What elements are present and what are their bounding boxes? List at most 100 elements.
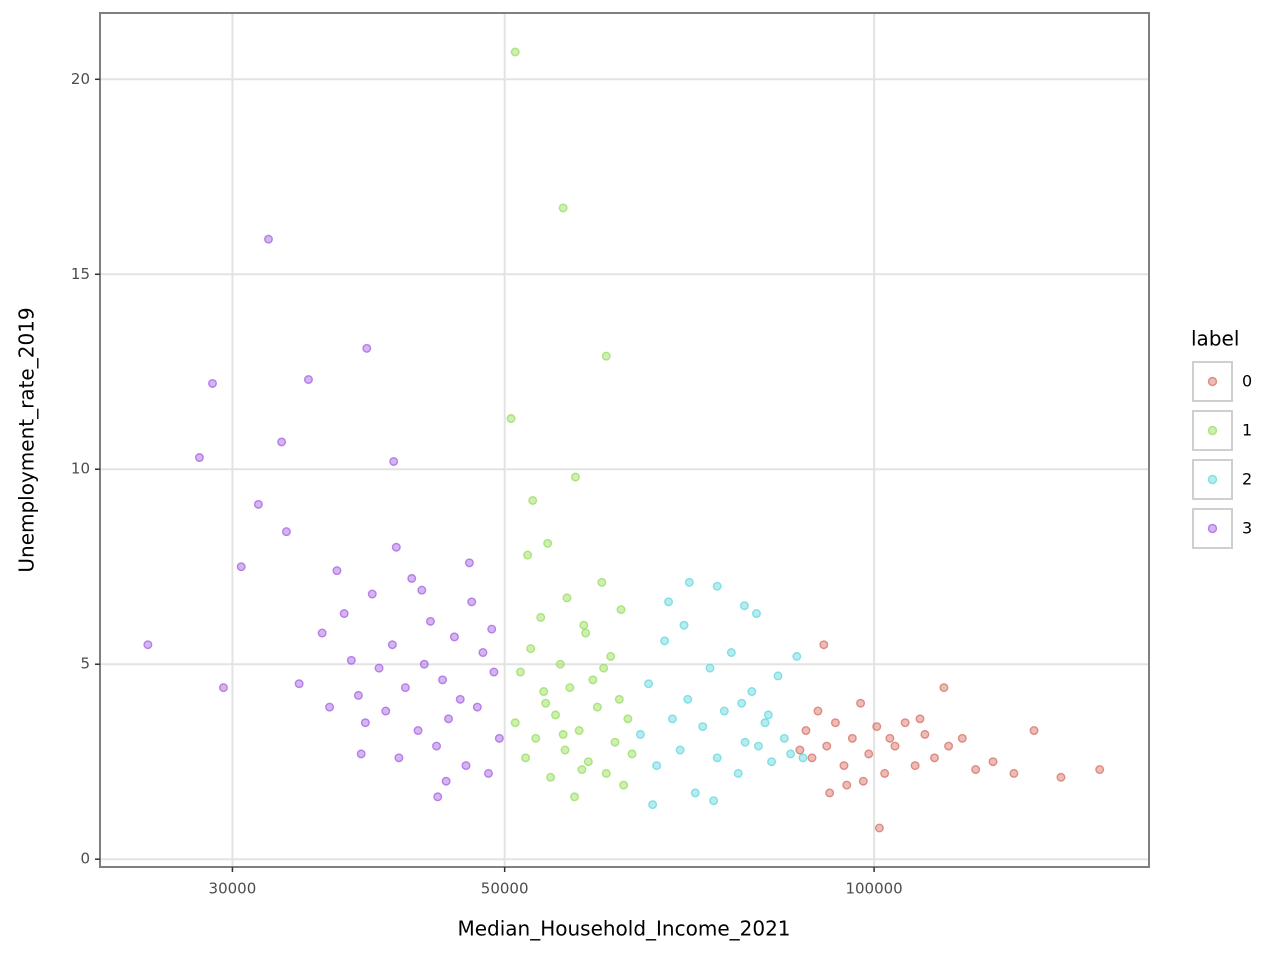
point xyxy=(461,761,471,771)
point xyxy=(394,753,404,763)
point xyxy=(362,343,372,353)
point xyxy=(483,768,493,778)
point xyxy=(581,628,591,638)
point xyxy=(880,768,890,778)
point xyxy=(988,757,998,767)
point xyxy=(510,47,520,57)
legend: 0 1 2 3 xyxy=(1192,361,1252,549)
legend-key xyxy=(1192,508,1233,549)
point xyxy=(900,718,910,728)
point xyxy=(208,378,218,388)
point xyxy=(478,648,488,658)
point xyxy=(599,663,609,673)
point xyxy=(915,714,925,724)
point xyxy=(360,718,370,728)
point xyxy=(536,612,546,622)
point xyxy=(767,757,777,767)
point xyxy=(570,472,580,482)
y-tick-label: 10 xyxy=(71,460,90,478)
point xyxy=(664,597,674,607)
point xyxy=(455,694,465,704)
grid xyxy=(100,13,1149,867)
point xyxy=(679,620,689,630)
point xyxy=(528,495,538,505)
point xyxy=(577,765,587,775)
point xyxy=(623,714,633,724)
legend-key xyxy=(1192,459,1233,500)
point xyxy=(356,749,366,759)
point xyxy=(614,694,624,704)
point xyxy=(660,636,670,646)
point xyxy=(218,683,228,693)
point xyxy=(531,733,541,743)
point xyxy=(489,667,499,677)
legend-symbol xyxy=(1207,474,1218,485)
point xyxy=(798,753,808,763)
point xyxy=(543,538,553,548)
point xyxy=(830,718,840,728)
legend-key xyxy=(1192,361,1233,402)
point xyxy=(400,683,410,693)
point xyxy=(795,745,805,755)
point xyxy=(263,234,273,244)
point xyxy=(425,616,435,626)
y-axis-title: Unemployment_rate_2019 xyxy=(15,307,39,572)
point xyxy=(847,733,857,743)
point xyxy=(574,726,584,736)
y-tick-label: 20 xyxy=(71,70,90,88)
point xyxy=(550,710,560,720)
point xyxy=(387,640,397,650)
point xyxy=(839,761,849,771)
point xyxy=(619,780,629,790)
point xyxy=(874,823,884,833)
plot-frame xyxy=(99,12,1150,868)
point xyxy=(616,605,626,615)
point xyxy=(555,659,565,669)
point xyxy=(487,624,497,634)
point xyxy=(236,562,246,572)
point xyxy=(763,710,773,720)
point xyxy=(751,609,761,619)
x-axis-title: Median_Household_Income_2021 xyxy=(457,917,790,941)
legend-key xyxy=(1192,410,1233,451)
point xyxy=(570,792,580,802)
point xyxy=(801,726,811,736)
point xyxy=(690,788,700,798)
point xyxy=(541,698,551,708)
point xyxy=(253,499,263,509)
legend-symbol xyxy=(1207,425,1218,436)
point xyxy=(606,651,616,661)
point xyxy=(890,741,900,751)
point xyxy=(510,718,520,728)
point xyxy=(1056,772,1066,782)
point xyxy=(332,566,342,576)
y-tick-label: 15 xyxy=(71,265,90,283)
point xyxy=(588,675,598,685)
y-tick-label: 0 xyxy=(80,850,90,868)
point xyxy=(719,706,729,716)
point xyxy=(523,550,533,560)
point xyxy=(1029,726,1039,736)
point xyxy=(417,585,427,595)
point xyxy=(760,718,770,728)
point xyxy=(779,733,789,743)
point xyxy=(610,737,620,747)
point xyxy=(317,628,327,638)
point xyxy=(712,581,722,591)
point xyxy=(472,702,482,712)
point xyxy=(281,527,291,537)
point xyxy=(652,761,662,771)
point xyxy=(592,702,602,712)
point xyxy=(858,776,868,786)
point xyxy=(444,714,454,724)
x-tick-label: 30000 xyxy=(209,880,257,898)
point xyxy=(856,698,866,708)
point xyxy=(419,659,429,669)
legend-label: 0 xyxy=(1242,372,1252,391)
point xyxy=(872,722,882,732)
point xyxy=(506,414,516,424)
point xyxy=(432,741,442,751)
legend-title: label xyxy=(1191,327,1239,351)
point xyxy=(747,687,757,697)
legend-label: 2 xyxy=(1242,470,1252,489)
